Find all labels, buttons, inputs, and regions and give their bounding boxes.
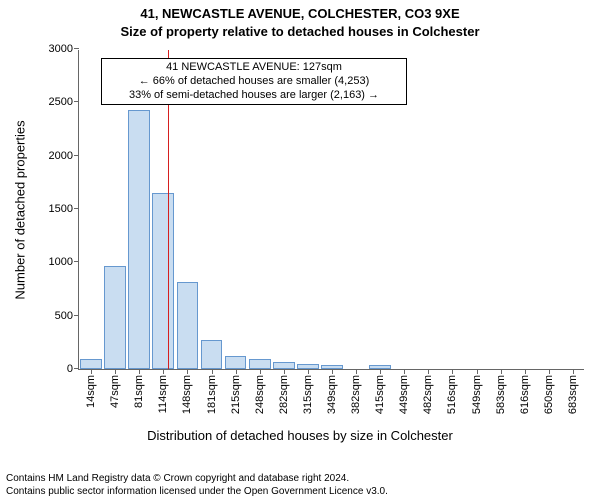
x-tick-mark — [477, 369, 478, 374]
histogram-bar — [80, 359, 102, 369]
x-tick-mark — [187, 369, 188, 374]
x-tick-label: 181sqm — [206, 375, 218, 414]
footer-line: Contains HM Land Registry data © Crown c… — [6, 473, 388, 486]
x-tick-mark — [115, 369, 116, 374]
x-tick-label: 449sqm — [398, 375, 410, 414]
histogram-bar — [177, 282, 199, 369]
x-tick-label: 47sqm — [109, 375, 121, 408]
x-tick-label: 516sqm — [446, 375, 458, 414]
histogram-bar — [128, 110, 150, 369]
x-tick-mark — [549, 369, 550, 374]
x-tick-label: 549sqm — [471, 375, 483, 414]
x-tick-label: 81sqm — [133, 375, 145, 408]
y-tick-mark — [74, 101, 79, 102]
annotation-box: 41 NEWCASTLE AVENUE: 127sqm ← 66% of det… — [101, 58, 407, 105]
plot-area: 05001000150020002500300014sqm47sqm81sqm1… — [78, 50, 584, 370]
x-tick-mark — [260, 369, 261, 374]
x-tick-mark — [284, 369, 285, 374]
x-tick-mark — [404, 369, 405, 374]
y-tick-mark — [74, 48, 79, 49]
y-axis-label: Number of detached properties — [13, 120, 28, 299]
x-tick-label: 148sqm — [181, 375, 193, 414]
x-tick-mark — [356, 369, 357, 374]
x-tick-label: 114sqm — [157, 375, 169, 413]
chart-container: 41, NEWCASTLE AVENUE, COLCHESTER, CO3 9X… — [0, 0, 600, 500]
x-tick-mark — [332, 369, 333, 374]
x-tick-mark — [139, 369, 140, 374]
y-tick-label: 3000 — [49, 43, 79, 55]
x-tick-label: 248sqm — [254, 375, 266, 414]
x-tick-mark — [212, 369, 213, 374]
histogram-bar — [249, 359, 271, 369]
x-tick-mark — [501, 369, 502, 374]
x-tick-label: 683sqm — [567, 375, 579, 414]
x-tick-mark — [91, 369, 92, 374]
histogram-bar — [225, 356, 247, 369]
x-tick-label: 415sqm — [374, 375, 386, 414]
footer: Contains HM Land Registry data © Crown c… — [6, 473, 388, 498]
y-tick-label: 500 — [55, 310, 79, 322]
x-tick-mark — [525, 369, 526, 374]
page-title: 41, NEWCASTLE AVENUE, COLCHESTER, CO3 9X… — [0, 6, 600, 21]
x-tick-label: 215sqm — [230, 375, 242, 414]
x-tick-label: 616sqm — [519, 375, 531, 414]
histogram-bar — [273, 362, 295, 369]
x-axis-label: Distribution of detached houses by size … — [0, 428, 600, 443]
x-tick-label: 382sqm — [350, 375, 362, 414]
y-tick-mark — [74, 208, 79, 209]
x-tick-label: 650sqm — [543, 375, 555, 414]
x-tick-mark — [573, 369, 574, 374]
y-tick-mark — [74, 155, 79, 156]
x-tick-mark — [163, 369, 164, 374]
annotation-line: ← 66% of detached houses are smaller (4,… — [108, 75, 400, 89]
x-tick-mark — [428, 369, 429, 374]
x-tick-label: 315sqm — [302, 375, 314, 414]
x-tick-mark — [308, 369, 309, 374]
x-tick-label: 14sqm — [85, 375, 97, 408]
y-tick-label: 1500 — [49, 203, 79, 215]
y-tick-label: 2000 — [49, 150, 79, 162]
x-tick-label: 482sqm — [422, 375, 434, 414]
annotation-line: 33% of semi-detached houses are larger (… — [108, 89, 400, 103]
y-tick-label: 2500 — [49, 96, 79, 108]
x-tick-label: 583sqm — [495, 375, 507, 414]
x-tick-label: 349sqm — [326, 375, 338, 414]
x-tick-mark — [236, 369, 237, 374]
y-tick-mark — [74, 368, 79, 369]
y-tick-mark — [74, 315, 79, 316]
x-tick-mark — [380, 369, 381, 374]
y-tick-label: 1000 — [49, 256, 79, 268]
footer-line: Contains public sector information licen… — [6, 486, 388, 499]
y-tick-label: 0 — [67, 363, 79, 375]
annotation-line: 41 NEWCASTLE AVENUE: 127sqm — [108, 61, 400, 75]
y-tick-mark — [74, 261, 79, 262]
x-tick-mark — [452, 369, 453, 374]
x-tick-label: 282sqm — [278, 375, 290, 414]
page-subtitle: Size of property relative to detached ho… — [0, 24, 600, 39]
histogram-bar — [152, 193, 174, 369]
histogram-bar — [104, 266, 126, 369]
histogram-bar — [201, 340, 223, 369]
